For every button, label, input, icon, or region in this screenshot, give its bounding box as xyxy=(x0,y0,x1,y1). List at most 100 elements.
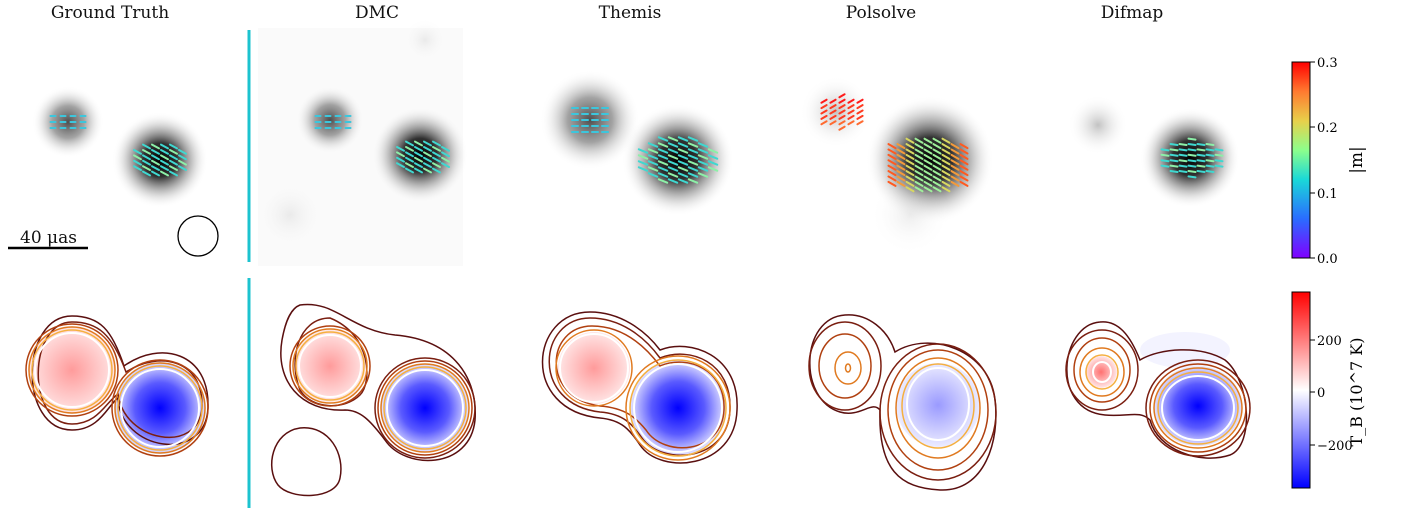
evpa-tick xyxy=(1205,164,1215,168)
evpa-tick xyxy=(178,165,187,171)
evpa-tick xyxy=(169,159,178,166)
evpa-tick xyxy=(1205,143,1215,146)
evpa-tick xyxy=(959,159,969,166)
evpa-tick xyxy=(423,151,432,158)
evpa-tick xyxy=(887,180,897,187)
evpa-tick xyxy=(923,143,933,150)
evpa-tick xyxy=(432,167,441,174)
evpa-tick xyxy=(914,180,924,187)
evpa-tick xyxy=(838,93,846,99)
evpa-tick xyxy=(707,166,719,172)
evpa-tick xyxy=(887,153,897,160)
evpa-tick xyxy=(923,159,933,166)
evpa-tick xyxy=(923,137,933,144)
evpa-tick xyxy=(1187,164,1197,168)
evpa-tick xyxy=(1178,153,1188,157)
evpa-tick xyxy=(932,186,942,193)
evpa-tick xyxy=(1169,153,1179,157)
evpa-tick xyxy=(677,136,689,142)
evpa-tick xyxy=(1160,159,1170,163)
evpa-tick xyxy=(142,165,151,171)
evpa-tick xyxy=(396,156,405,163)
evpa-tick xyxy=(914,170,924,177)
evpa-tick xyxy=(133,159,142,166)
evpa-tick xyxy=(133,154,142,161)
evpa-tick xyxy=(959,180,969,187)
evpa-tick xyxy=(169,165,178,171)
evpa-tick xyxy=(160,159,169,166)
evpa-tick xyxy=(414,146,423,152)
evpa-tick xyxy=(1205,153,1215,157)
evpa-tick xyxy=(677,166,689,172)
colorbar-tb-tick: −200 xyxy=(1317,439,1353,454)
evpa-tick xyxy=(941,170,951,177)
panel-ground-truth-pol xyxy=(32,86,219,257)
evpa-tick xyxy=(142,159,151,166)
evpa-tick xyxy=(169,170,178,177)
evpa-tick xyxy=(405,162,414,168)
evpa-tick xyxy=(950,148,960,155)
evpa-tick xyxy=(677,142,689,148)
evpa-tick xyxy=(423,146,432,152)
evpa-tick xyxy=(896,153,906,160)
evpa-tick xyxy=(1187,175,1197,179)
evpa-tick xyxy=(687,178,699,184)
evpa-tick xyxy=(1160,164,1170,168)
evpa-tick xyxy=(151,165,160,171)
evpa-tick xyxy=(950,175,960,182)
evpa-tick xyxy=(923,170,933,177)
evpa-tick xyxy=(667,166,679,172)
evpa-tick xyxy=(941,159,951,166)
evpa-tick xyxy=(856,114,864,120)
evpa-tick xyxy=(941,143,951,150)
evpa-tick xyxy=(1196,143,1206,146)
evpa-tick xyxy=(687,142,699,148)
colorbar-m-label: |m| xyxy=(1347,146,1367,174)
panel-difmap-cp xyxy=(1065,321,1251,459)
evpa-tick xyxy=(838,125,846,131)
evpa-tick xyxy=(950,159,960,166)
evpa-tick xyxy=(414,140,423,147)
column-title-polsolve: Polsolve xyxy=(845,3,917,23)
evpa-tick xyxy=(707,160,719,166)
evpa-tick xyxy=(657,142,669,148)
evpa-tick xyxy=(677,178,689,184)
colorbar-m: 0.3 0.2 0.1 0.0 xyxy=(1291,56,1338,267)
evpa-tick xyxy=(838,98,846,104)
evpa-tick xyxy=(441,162,450,168)
evpa-tick xyxy=(160,165,169,171)
evpa-tick xyxy=(432,146,441,152)
evpa-tick xyxy=(829,120,837,126)
evpa-tick xyxy=(1169,170,1179,173)
scale-bar-label: 40 μas xyxy=(20,228,77,248)
evpa-tick xyxy=(829,109,837,115)
row-polarization xyxy=(32,18,1240,266)
evpa-tick xyxy=(423,140,432,147)
evpa-tick xyxy=(657,148,669,154)
colorbar-m-tick: 0.2 xyxy=(1317,121,1338,136)
evpa-tick xyxy=(1160,148,1170,152)
evpa-tick xyxy=(133,165,142,171)
evpa-tick xyxy=(905,143,915,150)
evpa-tick xyxy=(847,120,855,126)
evpa-tick xyxy=(941,180,951,187)
evpa-tick xyxy=(160,154,169,161)
evpa-tick xyxy=(941,164,951,171)
evpa-tick xyxy=(647,166,659,172)
evpa-tick xyxy=(932,170,942,177)
evpa-tick xyxy=(677,172,689,178)
evpa-tick xyxy=(1187,143,1197,146)
evpa-tick xyxy=(637,148,649,154)
beam-ellipse xyxy=(177,215,219,257)
evpa-tick xyxy=(169,143,178,150)
evpa-tick xyxy=(887,164,897,171)
evpa-tick xyxy=(1169,148,1179,152)
evpa-tick xyxy=(905,186,915,193)
evpa-tick xyxy=(1196,159,1206,163)
evpa-tick xyxy=(1169,159,1179,163)
evpa-tick xyxy=(142,170,151,177)
evpa-tick xyxy=(647,148,659,154)
evpa-tick xyxy=(1187,159,1197,163)
evpa-tick xyxy=(905,164,915,171)
evpa-tick xyxy=(414,151,423,158)
